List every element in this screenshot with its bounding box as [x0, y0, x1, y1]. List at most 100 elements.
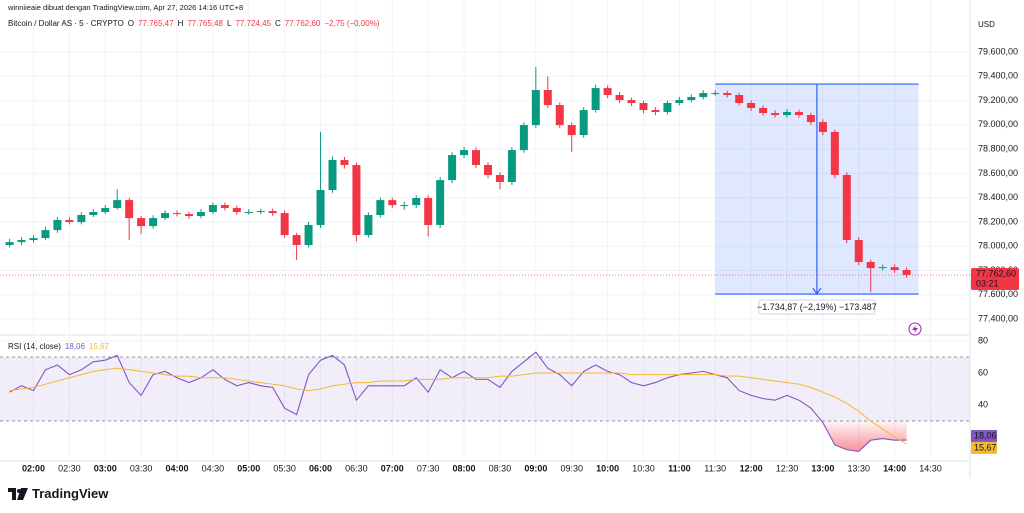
change: −2,75 (−0,00%): [324, 19, 380, 28]
y-tick-label: 60: [978, 367, 988, 377]
candle-body: [615, 94, 624, 101]
candle-body: [77, 215, 86, 223]
measure-label-box: [758, 299, 876, 315]
x-tick-label: 14:30: [919, 463, 942, 473]
candle-body: [149, 218, 158, 227]
alert-bolt: [912, 325, 918, 333]
x-tick-label: 05:30: [273, 463, 296, 473]
candle-body: [651, 110, 660, 112]
x-tick-label: 04:30: [202, 463, 225, 473]
y-tick-label: 79.000,00: [978, 119, 1018, 129]
candle-body: [29, 238, 38, 241]
candle-body: [806, 115, 815, 123]
y-tick-label: 78.200,00: [978, 216, 1018, 226]
x-tick-label: 08:30: [489, 463, 512, 473]
x-tick-label: 07:00: [381, 463, 404, 473]
x-tick-label: 04:00: [166, 463, 189, 473]
ohlc-value: 77.762,60: [284, 19, 321, 28]
candle-body: [687, 97, 696, 101]
candle-body: [65, 220, 74, 223]
x-tick-label: 09:00: [524, 463, 547, 473]
y-tick-label: 79.600,00: [978, 46, 1018, 56]
x-tick-label: 13:00: [811, 463, 834, 473]
candle-body: [759, 107, 768, 114]
x-tick-label: 03:30: [130, 463, 153, 473]
candle-body: [507, 150, 516, 183]
y-tick-label: 78.400,00: [978, 192, 1018, 202]
candle-body: [531, 90, 540, 126]
candle-body: [830, 132, 839, 175]
rsi-line: [9, 367, 907, 445]
candle-body: [161, 213, 170, 219]
candle-body: [854, 240, 863, 262]
candle-body: [890, 267, 899, 271]
candle-body: [53, 220, 62, 231]
candle-body: [771, 113, 780, 116]
logo-icon: [8, 487, 28, 500]
candle-body: [125, 200, 134, 219]
candle-body: [256, 211, 265, 213]
candle-body: [519, 125, 528, 151]
candle-body: [232, 207, 241, 212]
candle-body: [495, 174, 504, 183]
ohlc-label: L: [226, 19, 232, 28]
candle-body: [878, 267, 887, 269]
candle-body: [184, 214, 193, 216]
candle-body: [472, 150, 481, 166]
rsi-last-label: 18,06: [974, 430, 997, 440]
rsi-value: 18,06: [64, 342, 85, 351]
candle-body: [603, 88, 612, 95]
x-tick-label: 02:00: [22, 463, 45, 473]
candle-body: [663, 102, 672, 112]
candle-body: [388, 200, 397, 206]
candle-body: [292, 235, 301, 246]
ohlc-label: C: [275, 19, 281, 28]
y-tick-label: 80: [978, 335, 988, 345]
rsi-title: RSI (14, close): [8, 342, 61, 351]
candle-body: [412, 198, 421, 206]
ohlc-value: 77.765,48: [187, 19, 223, 28]
candle-body: [400, 205, 409, 207]
candle-body: [137, 218, 146, 227]
candle-body: [699, 93, 708, 98]
rsi-oversold-fill: [9, 420, 907, 452]
candle-body: [555, 105, 564, 126]
candle-body: [196, 211, 205, 216]
ohlc-value: 77.765,47: [137, 19, 174, 28]
x-tick-label: 12:00: [740, 463, 763, 473]
candle-body: [448, 155, 457, 181]
x-tick-label: 11:30: [704, 463, 726, 473]
candle-body: [316, 190, 325, 225]
y-tick-label: 79.200,00: [978, 95, 1018, 105]
x-tick-label: 14:00: [883, 463, 906, 473]
y-tick-label: 79.400,00: [978, 71, 1018, 81]
countdown: 03:21: [976, 278, 999, 288]
candle-body: [735, 94, 744, 103]
symbol: Bitcoin / Dollar AS · 5 · CRYPTO: [8, 19, 124, 28]
x-tick-label: 05:00: [237, 463, 260, 473]
logo-text: TradingView: [32, 486, 109, 501]
x-tick-label: 06:30: [345, 463, 368, 473]
candle-body: [352, 165, 361, 236]
candle-body: [220, 205, 229, 208]
candle-body: [328, 160, 337, 191]
y-tick-label: 78.600,00: [978, 168, 1018, 178]
rsi-last-label: 15,67: [974, 442, 997, 452]
candle-body: [483, 165, 492, 175]
logo[interactable]: TradingView: [8, 486, 108, 501]
last-price-box: [971, 268, 1019, 291]
candle-body: [639, 102, 648, 111]
y-tick-label: 78.000,00: [978, 241, 1018, 251]
rsi-band: [0, 356, 970, 421]
candle-body: [101, 207, 110, 212]
candle-body: [304, 224, 313, 246]
y-tick-label: 77.400,00: [978, 313, 1018, 323]
candle-body: [208, 205, 217, 212]
y-tick-label: 40: [978, 399, 988, 409]
candle-body: [340, 160, 349, 166]
candle-body: [376, 200, 385, 216]
candle-body: [460, 150, 469, 156]
candle-body: [794, 111, 803, 116]
